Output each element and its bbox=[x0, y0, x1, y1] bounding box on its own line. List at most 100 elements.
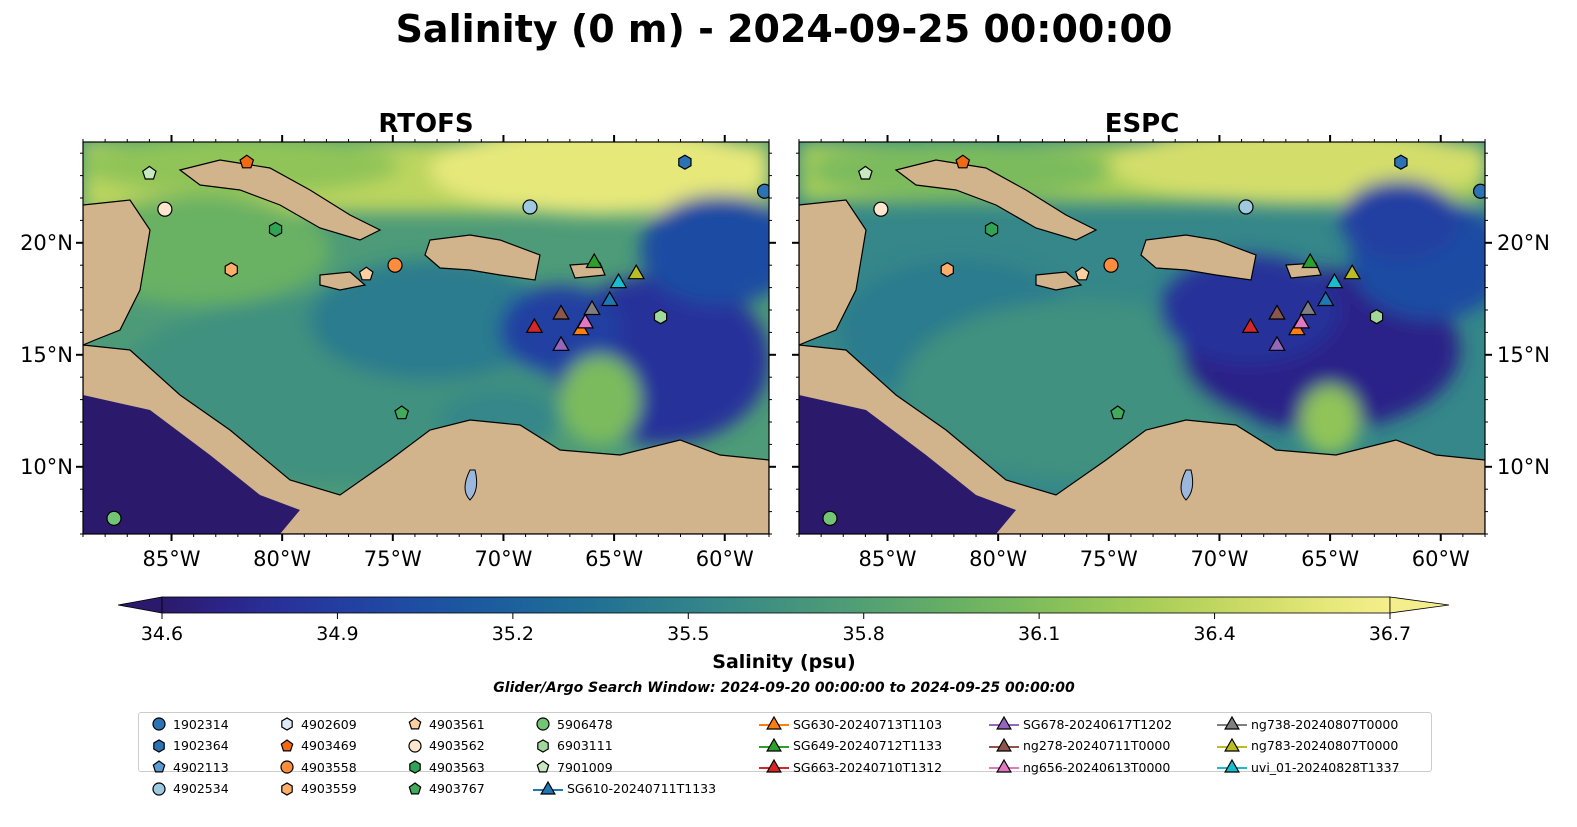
legend-label: 4903469 bbox=[301, 738, 357, 753]
glider-marker-ng656-20240613T0000 bbox=[1292, 313, 1311, 329]
legend-swatch-1902314 bbox=[152, 717, 166, 731]
legend-item: uvi_01-20240828T1337 bbox=[1217, 757, 1400, 777]
x-ticks-rtofs: 85°W 80°W 75°W 70°W 65°W 60°W bbox=[82, 135, 770, 571]
legend-swatch-5906478 bbox=[536, 717, 550, 731]
float-marker-4902534 bbox=[1238, 199, 1254, 215]
legend-swatch-SG649-20240712T1133 bbox=[766, 737, 782, 752]
float-marker-4903563 bbox=[268, 221, 283, 238]
panel-espc: ESPC bbox=[792, 109, 1550, 571]
legend-item: ng783-20240807T0000 bbox=[1217, 736, 1398, 756]
legend-swatch-ng738-20240807T0000 bbox=[1224, 715, 1240, 730]
float-marker-1902364 bbox=[678, 154, 692, 170]
colorbar-label: Salinity (psu) bbox=[712, 651, 855, 673]
float-marker-1902314 bbox=[756, 183, 769, 199]
legend-swatch-ng656-20240613T0000 bbox=[996, 758, 1012, 773]
y-ticks-rtofs: 20°N 15°N 10°N bbox=[20, 152, 776, 535]
legend-label: 4903558 bbox=[301, 759, 357, 775]
legend-item: 4903563 bbox=[405, 757, 485, 777]
legend-item: 4902113 bbox=[149, 757, 229, 777]
legend-item: 6903111 bbox=[533, 736, 613, 756]
float-marker-4903767 bbox=[1110, 405, 1126, 420]
x-tick-label: 60°W bbox=[1412, 547, 1470, 571]
legend-swatch-SG610-20240711T1133 bbox=[540, 780, 556, 795]
colorbar-tick-label: 35.5 bbox=[667, 623, 709, 645]
legend-item: ng278-20240711T0000 bbox=[989, 736, 1170, 756]
legend-swatch-4902534 bbox=[152, 781, 166, 796]
x-tick-label: 85°W bbox=[859, 547, 917, 571]
legend-swatch-1902364 bbox=[153, 738, 165, 753]
y-tick-label: 20°N bbox=[20, 231, 73, 255]
legend-label: uvi_01-20240828T1337 bbox=[1251, 759, 1400, 775]
legend-swatch-7901009 bbox=[536, 760, 550, 773]
glider-marker-SG678-20240617T1202 bbox=[1268, 335, 1286, 351]
x-tick-label: 70°W bbox=[1190, 547, 1248, 571]
float-marker-4902534 bbox=[522, 199, 538, 215]
legend-swatch-4903562 bbox=[408, 738, 422, 753]
frame-espc bbox=[798, 141, 1486, 535]
panel-title-rtofs: RTOFS bbox=[378, 109, 473, 139]
float-marker-4903559 bbox=[940, 262, 954, 278]
float-marker-4903561 bbox=[1074, 266, 1090, 281]
legend-item: 4903559 bbox=[277, 779, 357, 799]
legend-label: 4903561 bbox=[429, 716, 485, 732]
legend-swatch-uvi_01-20240828T1337 bbox=[1224, 758, 1240, 773]
legend-label: 4902609 bbox=[301, 716, 357, 732]
legend-item: 1902314 bbox=[149, 714, 229, 734]
frame-rtofs bbox=[82, 141, 770, 535]
legend-label: ng656-20240613T0000 bbox=[1023, 759, 1171, 775]
colorbar-tick-label: 36.1 bbox=[1018, 623, 1060, 645]
glider-marker-SG663-20240710T1312 bbox=[525, 317, 544, 333]
legend-swatch-4903469 bbox=[280, 738, 294, 751]
legend-swatch-4903767 bbox=[408, 781, 422, 794]
legend-label: 6903111 bbox=[557, 738, 613, 753]
legend-item: SG630-20240713T1103 bbox=[759, 714, 942, 734]
map-espc bbox=[799, 142, 1485, 534]
legend-item: 4903469 bbox=[277, 736, 357, 756]
markers-rtofs bbox=[106, 154, 769, 526]
lake-maracaibo-espc bbox=[1180, 469, 1194, 501]
legend-swatch-SG630-20240713T1103 bbox=[766, 715, 782, 730]
legend-item: 4902534 bbox=[149, 779, 229, 799]
x-tick-label: 80°W bbox=[969, 547, 1027, 571]
float-marker-4903561 bbox=[358, 266, 374, 281]
legend-label: 4903767 bbox=[429, 781, 485, 796]
glider-marker-ng656-20240613T0000 bbox=[576, 313, 595, 329]
float-marker-5906478 bbox=[822, 510, 838, 526]
x-tick-label: 70°W bbox=[474, 547, 532, 571]
x-tick-label: 80°W bbox=[253, 547, 311, 571]
legend-item: ng738-20240807T0000 bbox=[1217, 714, 1398, 734]
legend-label: 5906478 bbox=[557, 716, 613, 732]
colorbar-tick-label: 36.4 bbox=[1193, 623, 1235, 645]
float-marker-4903559 bbox=[224, 262, 238, 278]
x-tick-label: 75°W bbox=[1080, 547, 1138, 571]
colorbar-ticks: 34.6 34.9 35.2 35.5 35.8 36.1 36.4 36.7 bbox=[141, 613, 1411, 645]
float-marker-4903562 bbox=[873, 201, 889, 217]
y-tick-label: 10°N bbox=[20, 455, 73, 479]
float-marker-6903111 bbox=[653, 309, 668, 325]
colorbar-extend-min bbox=[117, 596, 163, 614]
legend-item: 4903558 bbox=[277, 757, 357, 777]
x-tick-label: 65°W bbox=[1301, 547, 1359, 571]
legend-label: 4902534 bbox=[173, 781, 229, 796]
colorbar-body bbox=[161, 596, 1391, 614]
legend-label: SG649-20240712T1133 bbox=[793, 738, 943, 753]
panel-rtofs: RTOFS bbox=[20, 109, 776, 571]
glider-marker-SG649-20240712T1133 bbox=[1301, 252, 1320, 269]
legend-swatch-4903558 bbox=[280, 760, 294, 774]
legend-label: SG663-20240710T1312 bbox=[793, 759, 943, 775]
legend-item: 4903562 bbox=[405, 736, 485, 756]
colorbar-extend-max bbox=[1389, 596, 1450, 614]
legend-swatch-ng783-20240807T0000 bbox=[1224, 737, 1240, 752]
glider-marker-SG610-20240711T1133 bbox=[600, 290, 619, 307]
float-marker-1902314 bbox=[1472, 183, 1485, 199]
glider-marker-SG678-20240617T1202 bbox=[552, 335, 570, 351]
float-marker-1902364 bbox=[1394, 154, 1408, 170]
float-marker-4903562 bbox=[157, 201, 173, 217]
glider-marker-SG649-20240712T1133 bbox=[585, 252, 604, 269]
float-marker-6903111 bbox=[1369, 309, 1384, 325]
y-tick-label: 10°N bbox=[1497, 455, 1550, 479]
legend-swatch-4902609 bbox=[281, 717, 293, 731]
float-marker-4903558 bbox=[1103, 257, 1119, 273]
lake-maracaibo-rtofs bbox=[464, 469, 478, 501]
